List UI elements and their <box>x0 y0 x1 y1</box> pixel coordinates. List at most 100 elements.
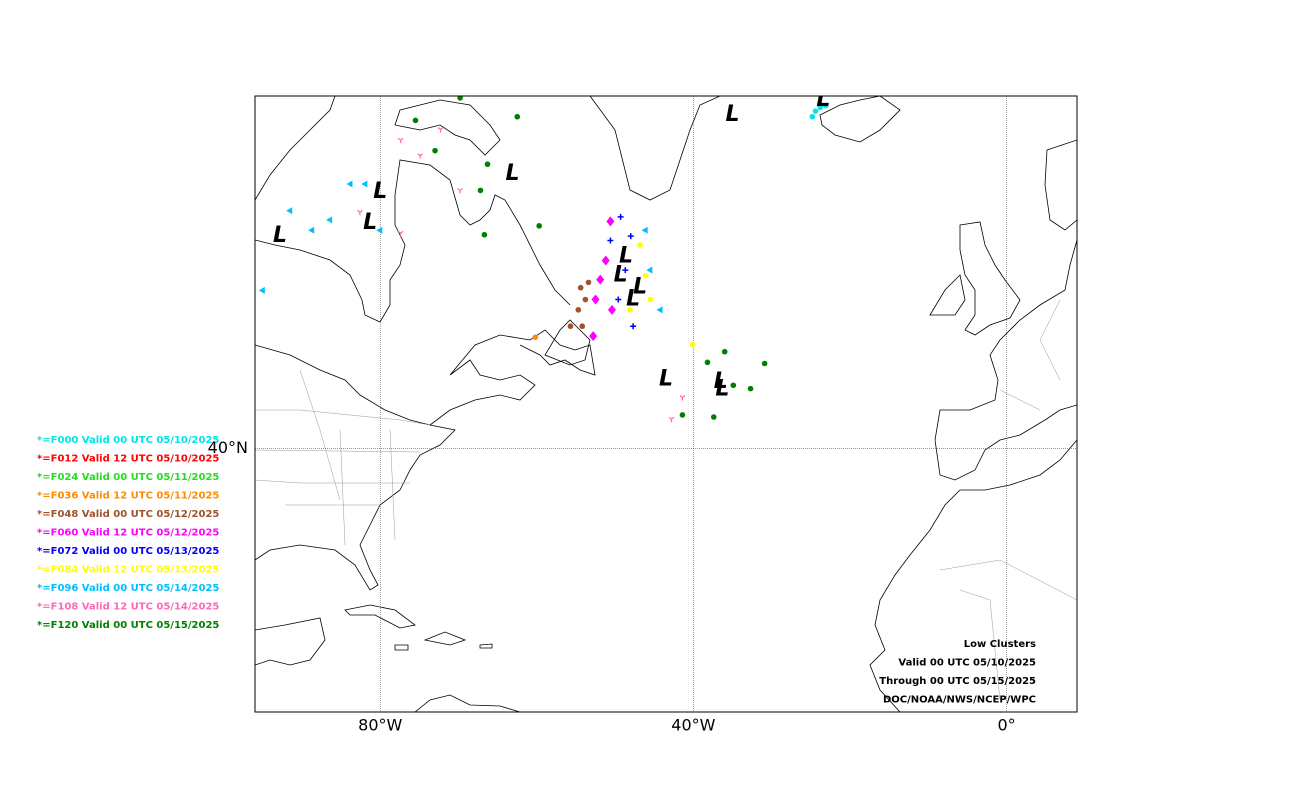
low-point <box>627 233 634 240</box>
low-point <box>589 331 598 342</box>
low-point <box>641 226 648 234</box>
legend-entry: *=F012 Valid 12 UTC 05/10/2025 <box>37 454 219 465</box>
y-tick-label: 40°N <box>208 438 248 457</box>
low-point <box>567 323 574 330</box>
info-line: DOC/NOAA/NWS/NCEP/WPC <box>883 695 1036 706</box>
low-center: L <box>614 263 628 288</box>
x-tick-label: 80°W <box>358 716 402 735</box>
low-point <box>817 104 824 111</box>
low-point <box>646 266 653 274</box>
low-point <box>615 296 622 303</box>
low-center: L <box>626 287 640 312</box>
low-point <box>607 304 616 315</box>
low-point <box>704 359 711 366</box>
low-point <box>286 207 293 215</box>
map-frame <box>254 95 1078 713</box>
low-point <box>679 412 686 418</box>
low-center: L <box>506 161 520 186</box>
low-point <box>308 226 315 234</box>
low-point <box>601 255 610 266</box>
low-point <box>637 242 643 248</box>
low-center: L <box>633 275 647 300</box>
info-line: Through 00 UTC 05/15/2025 <box>879 676 1036 687</box>
low-point <box>617 213 624 220</box>
low-point <box>730 382 737 389</box>
low-point <box>577 284 584 291</box>
low-point <box>591 294 600 305</box>
low-point <box>689 341 696 348</box>
x-tick-label: 40°W <box>671 716 715 735</box>
low-point <box>812 108 819 114</box>
info-box: Low Clusters Valid 00 UTC 05/10/2025 Throu… <box>879 639 1036 706</box>
low-point <box>721 348 728 355</box>
info-line: Valid 00 UTC 05/10/2025 <box>898 658 1036 669</box>
low-center: L <box>619 243 633 268</box>
legend-entry: *=F060 Valid 12 UTC 05/12/2025 <box>37 528 219 539</box>
low-point <box>582 296 589 303</box>
low-point <box>579 323 586 330</box>
low-point <box>432 147 438 154</box>
low-point <box>710 414 717 420</box>
legend-entry: *=F108 Valid 12 UTC 05/14/2025 <box>37 602 219 613</box>
low-center: L <box>726 102 740 127</box>
low-point <box>397 230 404 237</box>
low-point <box>642 272 649 279</box>
low-point <box>361 180 368 188</box>
low-point <box>481 231 488 238</box>
low-point <box>326 216 333 224</box>
low-point <box>346 180 353 188</box>
legend-entry: *=F120 Valid 00 UTC 05/15/2025 <box>37 620 219 631</box>
low-point <box>514 113 521 120</box>
low-point <box>536 223 542 229</box>
low-center: L <box>273 223 287 248</box>
low-point <box>627 307 633 313</box>
low-point <box>532 334 539 341</box>
low-center: L <box>816 87 830 112</box>
low-point <box>809 113 816 120</box>
low-point <box>656 306 663 314</box>
legend-entry: *=F084 Valid 12 UTC 05/13/2025 <box>37 565 219 576</box>
low-point <box>747 385 754 392</box>
legend-entry: *=F036 Valid 12 UTC 05/11/2025 <box>37 491 219 502</box>
low-point <box>417 153 424 159</box>
low-point <box>437 127 444 133</box>
low-point <box>397 137 404 144</box>
low-center: L <box>715 377 729 402</box>
x-tick-label: 0° <box>997 716 1015 735</box>
low-point <box>357 209 363 216</box>
gridlines <box>255 96 1077 712</box>
low-point <box>484 161 491 168</box>
low-point <box>258 286 265 294</box>
low-point <box>376 226 383 234</box>
legend-entry: *=F072 Valid 00 UTC 05/13/2025 <box>37 546 219 557</box>
low-point <box>822 102 829 109</box>
low-center: L <box>373 179 387 204</box>
info-line: Low Clusters <box>964 639 1036 650</box>
low-point <box>761 360 768 367</box>
low-point <box>457 187 463 194</box>
low-center: L <box>659 367 673 392</box>
low-point <box>575 307 582 313</box>
low-center: L <box>714 369 728 394</box>
low-point <box>607 237 614 244</box>
low-point <box>647 296 654 303</box>
low-point <box>585 279 592 286</box>
low-point <box>457 96 463 101</box>
legend-entry: *=F096 Valid 00 UTC 05/14/2025 <box>37 583 219 594</box>
low-point <box>622 267 629 274</box>
low-point <box>412 117 419 124</box>
low-point <box>668 416 675 423</box>
low-point <box>679 395 686 401</box>
low-point <box>606 216 615 227</box>
low-point <box>477 187 484 194</box>
low-point <box>630 323 637 330</box>
legend-entry: *=F000 Valid 00 UTC 05/10/2025 <box>37 435 219 446</box>
coastlines <box>255 96 1077 712</box>
low-center: L <box>363 210 377 235</box>
legend-entry: *=F024 Valid 00 UTC 05/11/2025 <box>37 472 219 483</box>
legend: *=F000 Valid 00 UTC 05/10/2025 *=F012 Val… <box>37 435 219 631</box>
low-point <box>596 274 605 285</box>
